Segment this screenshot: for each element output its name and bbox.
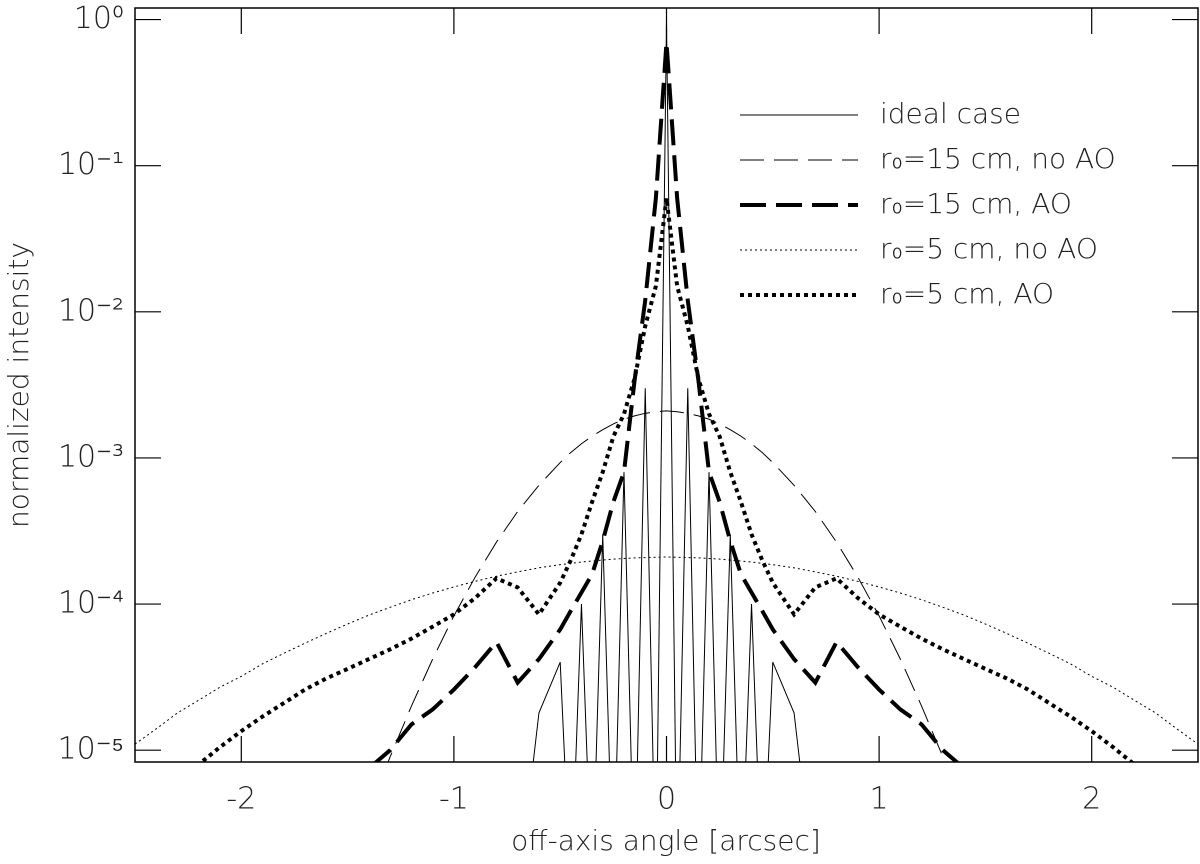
legend-label: ideal case bbox=[880, 97, 1021, 130]
y-axis-label: normalized intensity bbox=[2, 242, 35, 528]
y-tick-label: 10⁻¹ bbox=[58, 147, 124, 182]
legend-label: r₀=5 cm, no AO bbox=[880, 232, 1098, 265]
x-tick-label: 0 bbox=[657, 782, 676, 817]
y-tick-label: 10⁻⁴ bbox=[58, 586, 124, 621]
legend-label: r₀=15 cm, AO bbox=[880, 187, 1072, 220]
y-tick-label: 10⁻⁵ bbox=[58, 732, 124, 767]
y-tick-label: 10⁰ bbox=[74, 1, 124, 36]
plot-frame bbox=[134, 7, 1199, 763]
y-tick-label: 10⁻³ bbox=[58, 439, 124, 474]
legend-label: r₀=5 cm, AO bbox=[880, 277, 1054, 310]
y-tick-label: 10⁻² bbox=[58, 293, 124, 328]
series-line bbox=[532, 19, 801, 762]
series-line bbox=[135, 556, 1198, 745]
x-axis-label: off-axis angle [arcsec] bbox=[511, 824, 821, 857]
x-tick-label: -2 bbox=[226, 782, 256, 817]
x-tick-label: 2 bbox=[1082, 782, 1101, 817]
series-line bbox=[373, 42, 960, 762]
legend-label: r₀=15 cm, no AO bbox=[880, 142, 1116, 175]
x-tick-label: 1 bbox=[870, 782, 889, 817]
x-tick-label: -1 bbox=[439, 782, 469, 817]
series-line bbox=[387, 410, 946, 762]
